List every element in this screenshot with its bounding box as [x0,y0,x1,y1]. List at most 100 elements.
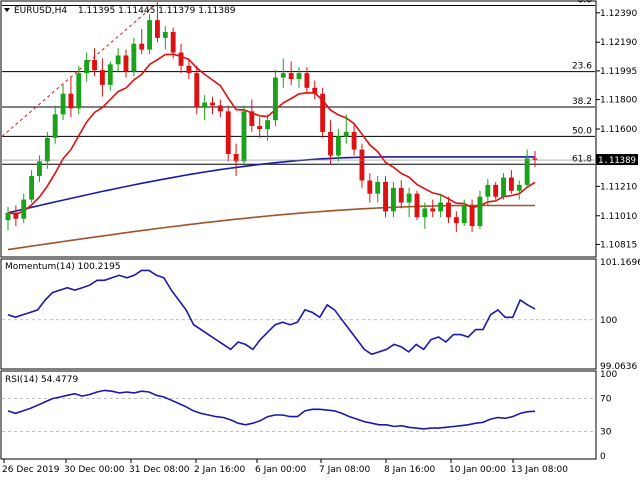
osc-tick-label: 100 [600,316,617,326]
fib-level-label: 38.2 [572,97,592,107]
candle-bear [257,126,263,129]
x-tick-label: 8 Jan 16:00 [384,465,436,475]
sma-100-line [7,156,535,214]
candle-bear [186,65,192,74]
candle-bull [272,77,278,121]
candle-bull [335,136,341,156]
rsi-label: RSI(14) 54.4779 [5,375,78,385]
x-tick-label: 2 Jan 16:00 [194,465,246,475]
candle-bear [210,102,215,106]
candle-bear [304,73,310,88]
price-tick-label: 1.11210 [600,182,637,192]
osc-tick-label: 99.0636 [600,362,637,372]
candle-bull [107,64,113,85]
current-price-tag [596,154,638,166]
candle-bear [367,180,373,194]
osc-line [7,389,536,430]
candle-bear [217,105,223,112]
candle-bull [516,184,522,191]
fib-level-label: 61.8 [572,154,592,164]
candle-bull [296,73,302,79]
momentum-label: Momentum(14) 100.2195 [5,262,121,272]
candle-bull [375,181,381,194]
candle-bear [453,217,459,224]
x-tick-label: 10 Jan 00:00 [449,465,506,475]
candle-bear [469,205,475,227]
candle-bear [194,73,200,107]
candle-bear [170,31,176,53]
osc-tick-label: 100 [600,370,617,380]
x-tick-label: 7 Jan 08:00 [319,465,371,475]
x-axis: 26 Dec 2019 30 Dec 00:00 31 Dec 08:00 2 Jan… [2,459,568,475]
candle-bull [84,59,90,74]
candle-bear [383,181,388,212]
candle-bull [241,111,247,162]
price-tick-label: 1.11800 [600,96,637,106]
x-tick-label: 31 Dec 08:00 [129,465,190,475]
candle-bear [320,93,326,132]
ema-fast-line [7,53,536,215]
current-price-label: 1.11389 [598,156,636,166]
chart-menu-triangle-icon[interactable] [4,8,10,12]
candle-bear [312,87,318,94]
candle-bull [406,193,412,203]
fib-trend-line [1,2,158,137]
x-tick-label: 13 Jan 08:00 [511,465,568,475]
fib-level-label: 23.6 [572,62,592,72]
osc-line [7,269,536,356]
candle-bear [414,193,420,218]
candle-bear [139,43,145,50]
candle-bull [162,31,168,38]
x-tick-label: 30 Dec 00:00 [64,465,125,475]
candle-bear [359,149,365,181]
candle-bear [351,131,357,150]
price-tick-label: 1.11600 [600,125,637,135]
candle-bear [398,187,404,203]
candle-bull [60,93,66,115]
candle-bear [328,131,333,156]
candle-bear [233,154,239,162]
candle-bull [131,43,137,72]
osc-tick-label: 30 [600,427,612,437]
price-panel-frame [0,0,597,258]
momentum-panel: 101.1696 100 99.0636 [2,258,640,372]
rsi-panel-frame [0,370,597,460]
candle-bear [13,212,19,219]
candle-bear [446,202,451,218]
price-tick-label: 1.11995 [600,67,637,77]
candle-bear [508,177,514,191]
candle-bull [438,202,444,212]
x-tick-label: 26 Dec 2019 [2,465,60,475]
candle-bull [390,187,396,212]
candle-bear [123,55,129,72]
candle-bull [422,208,428,218]
candle-bull [524,158,530,185]
candle-bull [147,20,153,50]
candle-bull [76,73,82,109]
candle-bull [485,184,491,197]
price-tick-label: 1.10815 [600,240,637,250]
candle-bull [37,161,42,177]
candle-bear [178,52,184,66]
candle-bear [92,59,97,71]
candle-bull [52,114,58,138]
candle-bull [202,102,208,107]
price-tick-label: 1.11010 [600,212,637,222]
candle-bull [477,196,483,227]
candle-bear [430,208,436,212]
candle-bull [280,73,286,78]
candle-bull [461,205,467,224]
x-tick-label: 6 Jan 00:00 [255,465,307,475]
candle-bear [249,111,255,127]
candle-bull [501,177,506,197]
osc-tick-label: 0 [600,452,606,462]
fib-level-label: 0.0 [578,0,593,5]
momentum-panel-frame [0,258,597,370]
candle-bull [29,176,35,200]
price-tick-label: 1.12390 [600,9,637,19]
price-panel: 1.12390 1.12190 1.11995 1.11800 1.11600 1.113… [1,0,638,250]
candle-bull [265,120,271,129]
candle-bear [155,20,160,38]
